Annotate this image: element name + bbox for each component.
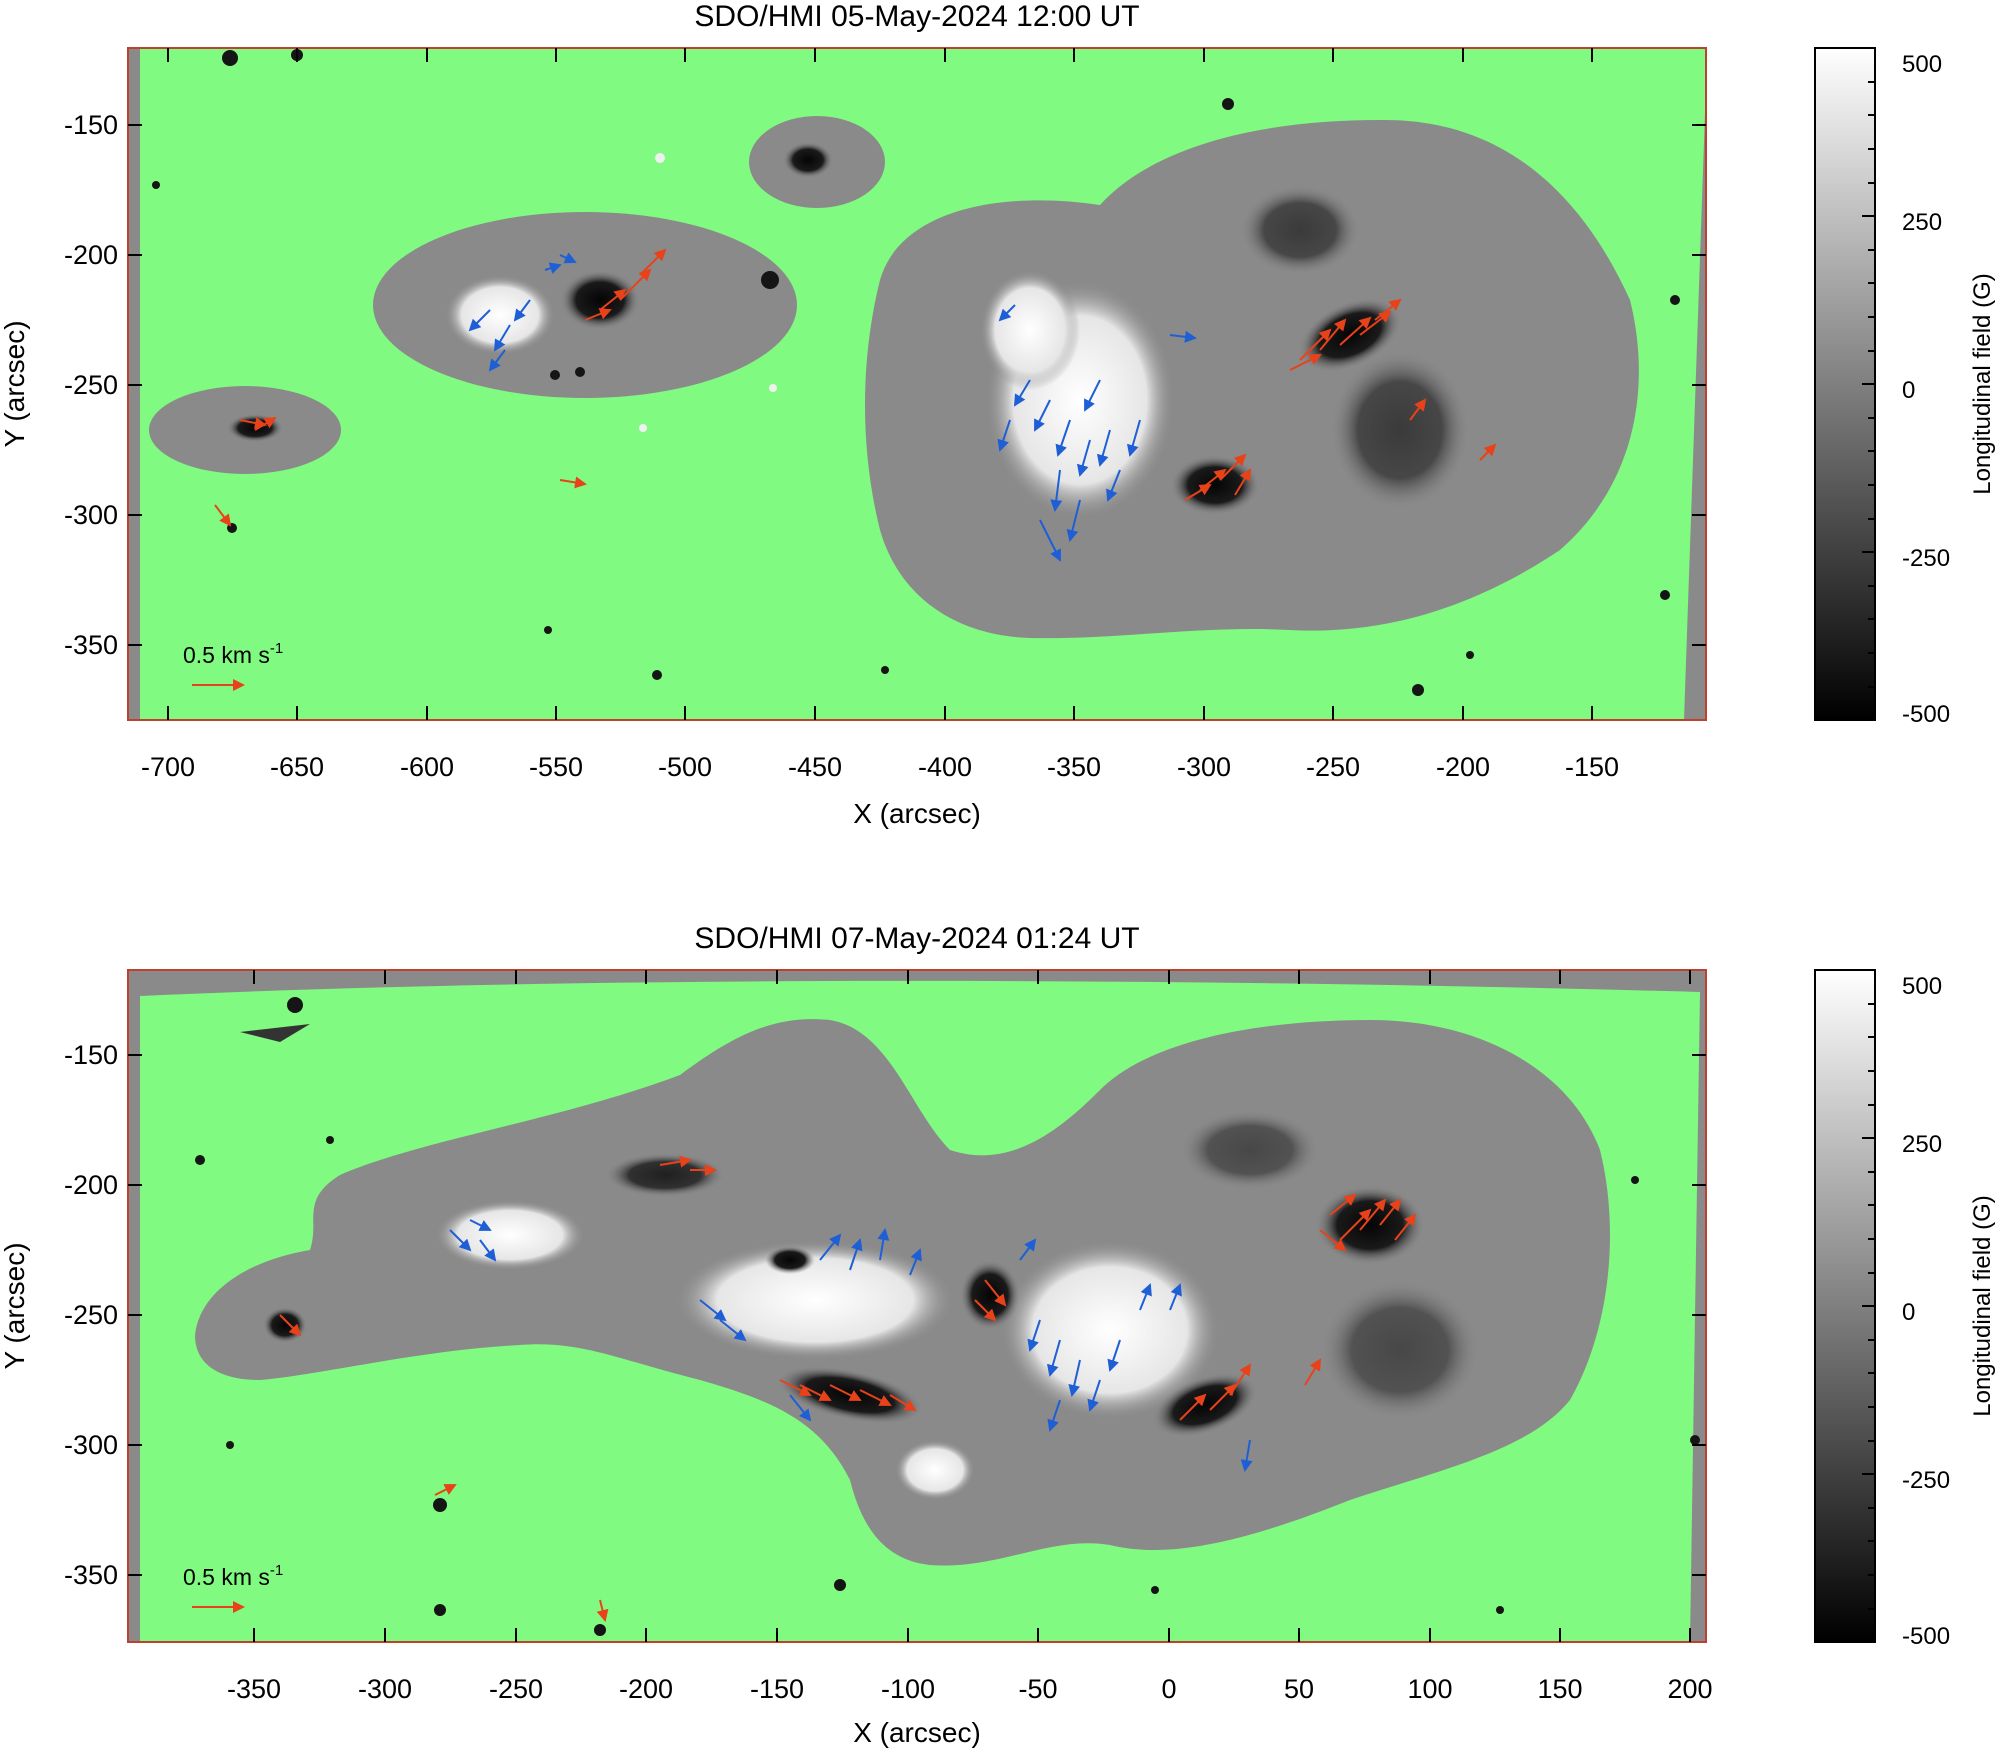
panel-2-map	[128, 970, 1706, 1642]
panel-1-xtick: -600	[400, 752, 454, 782]
panel-2-ytick: -200	[64, 1170, 118, 1200]
panel-1-cbar-tick: 500	[1902, 51, 1942, 78]
panel-1-map	[128, 48, 1706, 720]
panel-1-xtick: -450	[788, 752, 842, 782]
panel-1-xtick: -550	[529, 752, 583, 782]
panel-1-xtick: -500	[658, 752, 712, 782]
panel-2-ytick: -250	[64, 1300, 118, 1330]
panel-1-velocity-label: 0.5 km s-1	[183, 640, 283, 668]
panel-1-xtick: -250	[1306, 752, 1360, 782]
panel-2-title: SDO/HMI 07-May-2024 01:24 UT	[694, 922, 1139, 955]
panel-1-ylabel: Y (arcsec)	[0, 320, 30, 447]
panel-1-xtick: -350	[1047, 752, 1101, 782]
panel-2-velocity-label: 0.5 km s-1	[183, 1562, 283, 1590]
panel-2-xtick: -50	[1018, 1674, 1057, 1704]
panel-1-xtick: -700	[141, 752, 195, 782]
panel-2-ylabel: Y (arcsec)	[0, 1242, 30, 1369]
panel-1-ytick: -200	[64, 240, 118, 270]
panel-2-xlabel: X (arcsec)	[853, 1717, 981, 1748]
panel-2: SDO/HMI 07-May-2024 01:24 UT	[0, 922, 1996, 1748]
panel-2-ytick: -350	[64, 1560, 118, 1590]
panel-1-colorbar: 500 250 0 -250 -500 Longitudinal field (…	[1814, 47, 1996, 728]
panel-1-xtick: -650	[270, 752, 324, 782]
panel-1-cbar-tick: -500	[1902, 701, 1950, 728]
panel-1-cbar-tick: -250	[1902, 545, 1950, 572]
panel-1-cbar-label: Longitudinal field (G)	[1969, 273, 1996, 494]
panel-2-xtick: -300	[358, 1674, 412, 1704]
panel-2-xtick: 100	[1407, 1674, 1452, 1704]
panel-2-xtick: 150	[1537, 1674, 1582, 1704]
panel-2-ytick: -300	[64, 1430, 118, 1460]
panel-1-xtick: -150	[1565, 752, 1619, 782]
panel-2-ytick: -150	[64, 1040, 118, 1070]
panel-1-xtick: -200	[1436, 752, 1490, 782]
panel-2-xtick: -350	[227, 1674, 281, 1704]
panel-2-xtick: 200	[1667, 1674, 1712, 1704]
panel-2-cbar-tick: 0	[1902, 1299, 1915, 1326]
panel-2-cbar-label: Longitudinal field (G)	[1969, 1195, 1996, 1416]
panel-1-ytick: -350	[64, 630, 118, 660]
panel-1-xtick: -400	[918, 752, 972, 782]
panel-1-ytick: -300	[64, 500, 118, 530]
panel-2-cbar-tick: -250	[1902, 1467, 1950, 1494]
panel-2-xtick: -200	[619, 1674, 673, 1704]
panel-1: SDO/HMI 05-May-2024 12:00 UT	[0, 0, 1996, 829]
panel-2-cbar-tick: 500	[1902, 973, 1942, 1000]
panel-2-xtick: 50	[1284, 1674, 1314, 1704]
panel-1-xtick: -300	[1177, 752, 1231, 782]
panel-2-xtick: -100	[881, 1674, 935, 1704]
panel-2-xtick: -150	[750, 1674, 804, 1704]
panel-1-cbar-tick: 0	[1902, 377, 1915, 404]
panel-1-ytick: -150	[64, 110, 118, 140]
panel-1-xlabel: X (arcsec)	[853, 798, 981, 829]
panel-1-ytick: -250	[64, 370, 118, 400]
panel-1-title: SDO/HMI 05-May-2024 12:00 UT	[694, 0, 1139, 33]
panel-2-xtick: 0	[1161, 1674, 1176, 1704]
panel-2-colorbar: 500 250 0 -250 -500 Longitudinal field (…	[1814, 969, 1996, 1650]
panel-2-cbar-tick: 250	[1902, 1131, 1942, 1158]
panel-2-xtick: -250	[489, 1674, 543, 1704]
panel-2-cbar-tick: -500	[1902, 1623, 1950, 1650]
panel-1-cbar-tick: 250	[1902, 209, 1942, 236]
